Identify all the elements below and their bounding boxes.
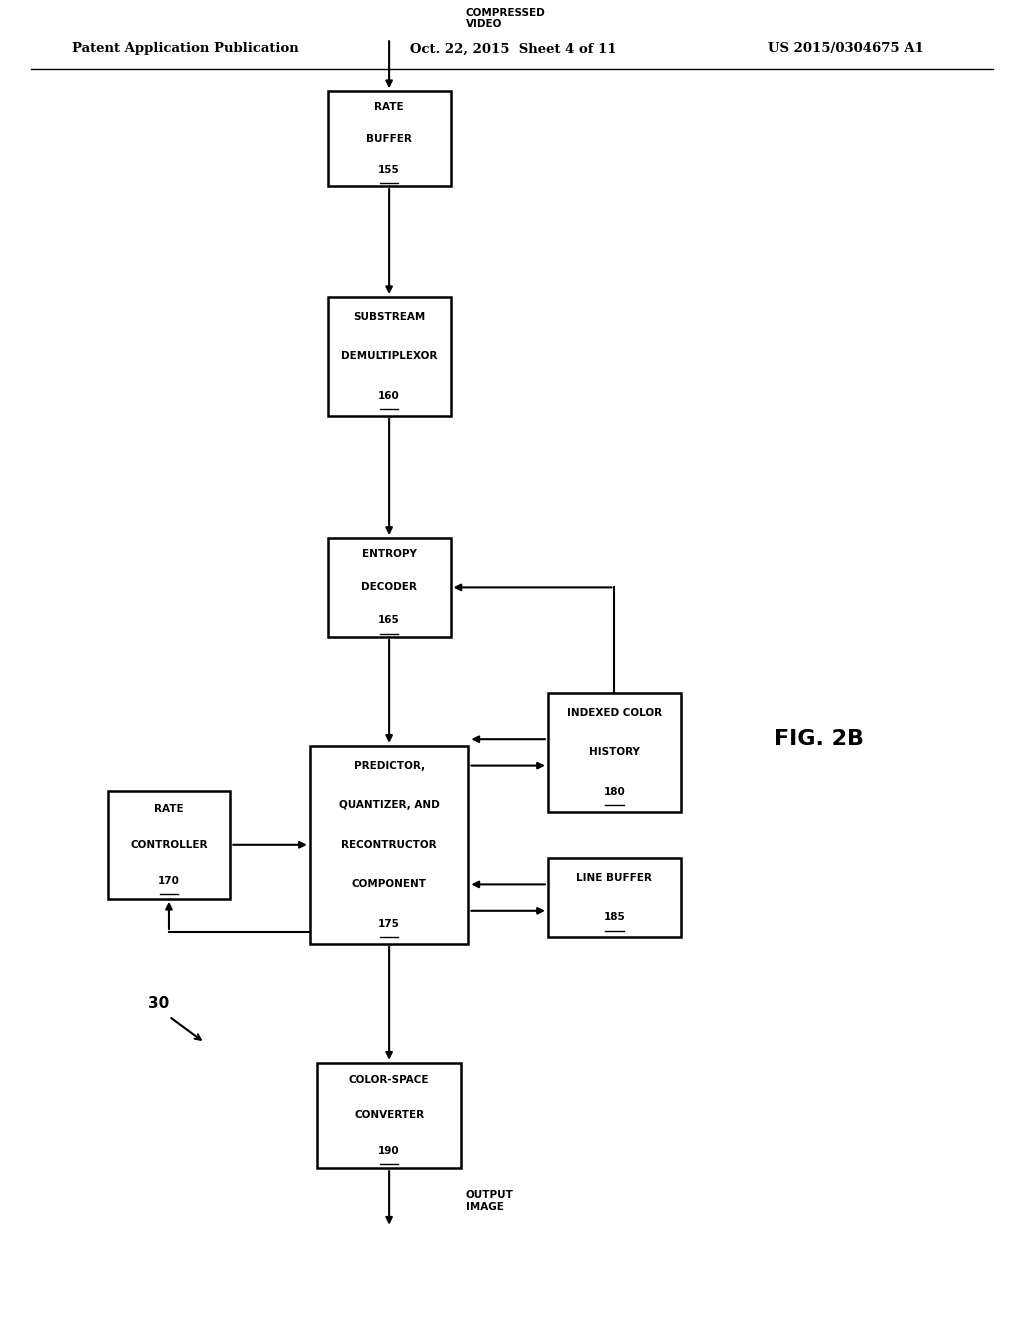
Text: PREDICTOR,: PREDICTOR, [353,760,425,771]
Bar [328,537,451,636]
Text: Patent Application Publication: Patent Application Publication [72,42,298,55]
Text: 185: 185 [603,912,626,923]
Text: US 2015/0304675 A1: US 2015/0304675 A1 [768,42,924,55]
Text: RATE: RATE [155,804,183,813]
Text: 180: 180 [603,787,626,797]
Text: 190: 190 [378,1146,400,1155]
Text: RATE: RATE [375,102,403,112]
Text: COMPONENT: COMPONENT [351,879,427,890]
Text: SUBSTREAM: SUBSTREAM [353,312,425,322]
Text: OUTPUT
IMAGE: OUTPUT IMAGE [466,1191,514,1212]
Text: 170: 170 [158,876,180,886]
Text: RECONTRUCTOR: RECONTRUCTOR [341,840,437,850]
Text: HISTORY: HISTORY [589,747,640,758]
Text: Oct. 22, 2015  Sheet 4 of 11: Oct. 22, 2015 Sheet 4 of 11 [410,42,616,55]
Bar [548,693,681,812]
Text: INDEXED COLOR: INDEXED COLOR [567,708,662,718]
Bar [317,1063,461,1168]
Bar [328,91,451,186]
Text: QUANTIZER, AND: QUANTIZER, AND [339,800,439,810]
Text: 175: 175 [378,919,400,929]
Text: CONVERTER: CONVERTER [354,1110,424,1121]
Text: 155: 155 [378,165,400,176]
Text: 160: 160 [378,391,400,401]
Bar [328,297,451,416]
Bar [309,746,469,944]
Text: LINE BUFFER: LINE BUFFER [577,873,652,883]
Text: 165: 165 [378,615,400,626]
Text: 30: 30 [148,995,169,1011]
Text: FIG. 2B: FIG. 2B [774,729,864,750]
Text: CONTROLLER: CONTROLLER [130,840,208,850]
Bar [548,858,681,937]
Text: ENTROPY: ENTROPY [361,549,417,560]
Bar [108,791,230,899]
Text: DEMULTIPLEXOR: DEMULTIPLEXOR [341,351,437,362]
Text: BUFFER: BUFFER [367,133,412,144]
Text: COMPRESSED
VIDEO: COMPRESSED VIDEO [466,8,546,29]
Text: COLOR-SPACE: COLOR-SPACE [349,1076,429,1085]
Text: DECODER: DECODER [361,582,417,593]
